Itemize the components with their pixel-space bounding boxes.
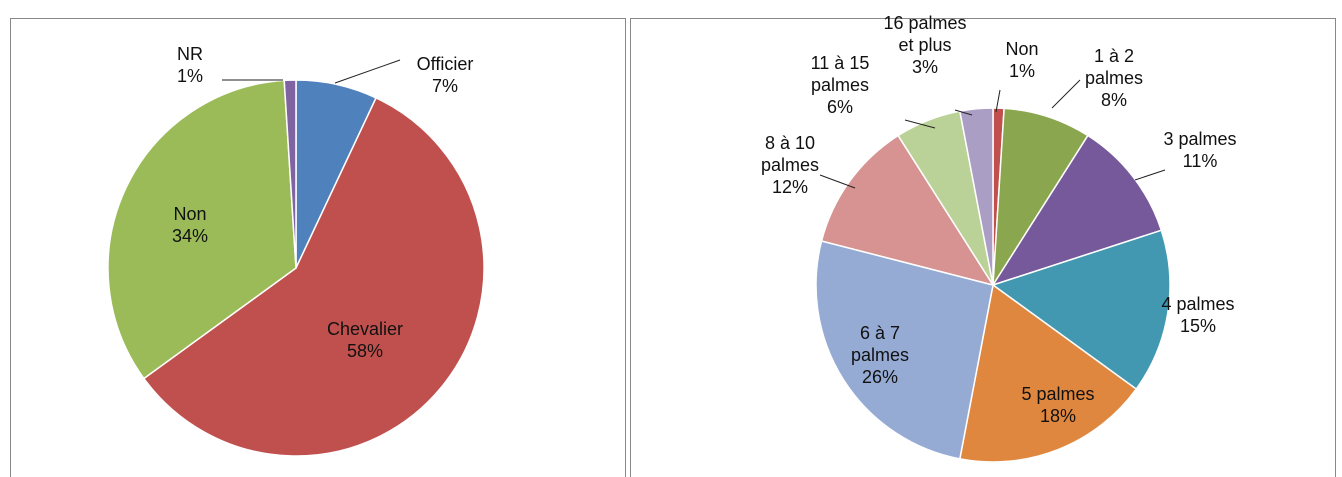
category-label: 6 à 7 palmes [850,323,910,365]
value-label: 7% [431,76,458,96]
slice-label: 1 à 2 palmes 8% [1079,45,1149,111]
category-label: 4 palmes [1161,294,1235,314]
slice-label: 3 palmes 11% [1150,128,1250,172]
slice-label: Officier 7% [400,53,490,97]
leader-line [1134,169,1166,181]
category-label: 5 palmes [1021,384,1095,404]
panel-left [10,18,626,477]
value-label: 34% [171,226,209,246]
category-label: 3 palmes [1163,129,1237,149]
slice-label: NR 1% [170,43,210,87]
value-label: 12% [771,177,809,197]
value-label: 58% [346,341,384,361]
category-label: Non [173,204,207,224]
category-label: 1 à 2 palmes [1084,46,1144,88]
category-label: NR [177,44,203,64]
slice-label: 4 palmes 15% [1148,293,1248,337]
leader-line [995,89,1001,113]
category-label: Chevalier [326,319,404,339]
leader-line [334,59,401,84]
slice-label: 6 à 7 palmes 26% [845,322,915,388]
value-label: 11% [1182,151,1218,171]
slice-label: 11 à 15 palmes 6% [803,52,878,118]
value-label: 8% [1100,90,1127,110]
pie-slice [820,134,995,287]
category-label: Non [1005,39,1039,59]
slice-label: Non 1% [997,38,1047,82]
leader-line [819,174,856,189]
category-label: 16 palmes et plus [883,13,967,55]
pie-slice [958,283,1138,463]
category-label: 8 à 10 palmes [760,133,820,175]
leader-line [1051,79,1081,109]
category-label: Officier [416,54,474,74]
slice-label: 16 palmes et plus 3% [880,12,970,78]
value-label: 6% [826,97,853,117]
leader-line [904,119,936,129]
pie-slice [107,79,297,380]
category-label: 11 à 15 palmes [810,53,870,95]
pie-slice [991,229,1171,391]
pie-slice [283,79,297,269]
value-label: 1% [176,66,203,86]
value-label: 26% [861,367,899,387]
value-label: 3% [911,57,938,77]
slice-label: Chevalier 58% [315,318,415,362]
value-label: 15% [1179,316,1217,336]
slice-label: 5 palmes 18% [1008,383,1108,427]
pie-slice [991,134,1163,287]
pie-slice [992,107,1089,286]
slice-label: 8 à 10 palmes 12% [753,132,828,198]
pie-slice [142,96,485,457]
value-label: 1% [1008,61,1035,81]
leader-line [954,109,973,116]
value-label: 18% [1039,406,1077,426]
pie-slice [815,240,994,460]
slice-label: Non 34% [160,203,220,247]
panel-right [630,18,1336,477]
